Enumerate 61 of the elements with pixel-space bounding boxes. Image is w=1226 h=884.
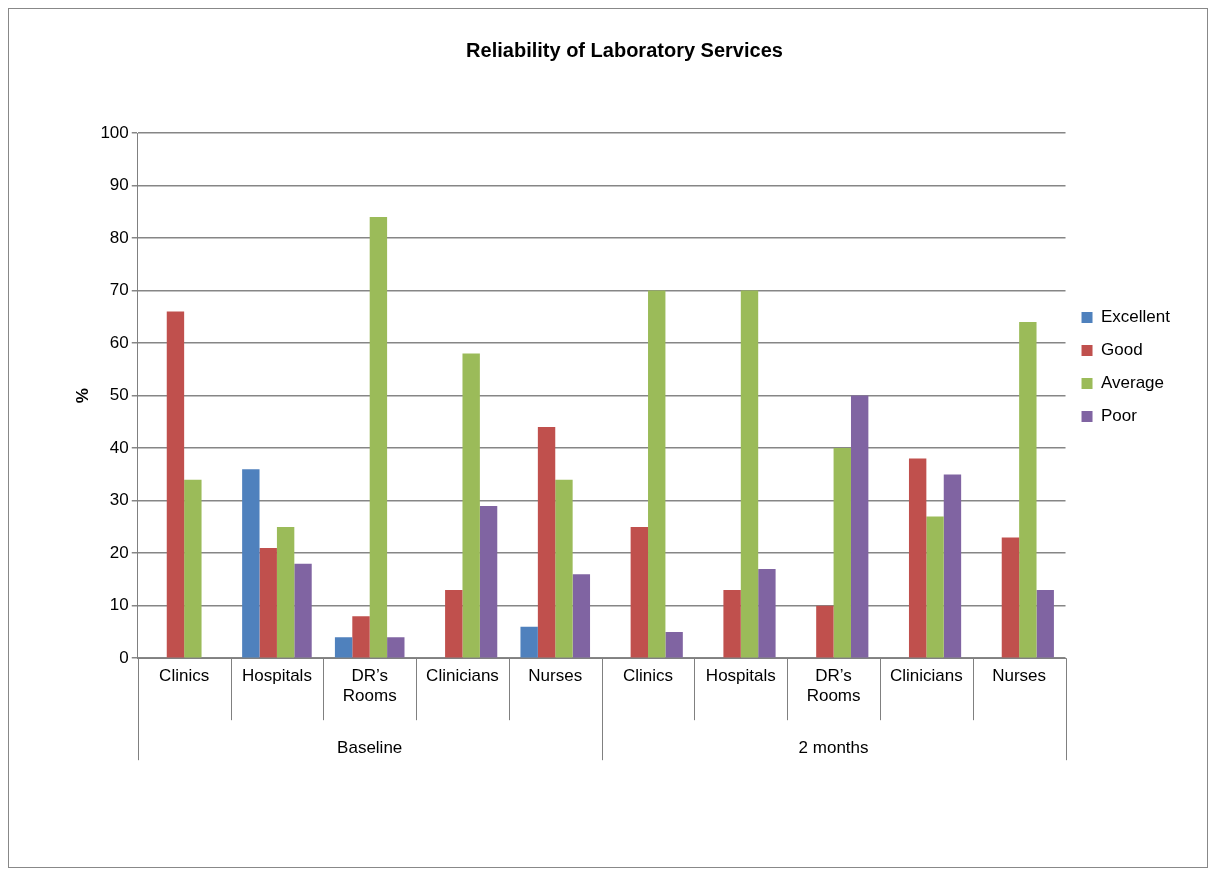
bar — [445, 589, 463, 658]
bar — [1001, 537, 1020, 658]
bar — [1019, 322, 1037, 658]
bar — [908, 458, 927, 658]
y-tick-label: 90 — [109, 175, 129, 195]
x-tick-label: Clinics — [623, 666, 674, 686]
bar — [1036, 589, 1054, 658]
y-tick-label: 30 — [109, 490, 129, 510]
text: Baseline — [337, 737, 403, 757]
x-tick-label: Hospitals — [241, 666, 312, 686]
y-tick-label: 0 — [119, 647, 129, 667]
bar — [276, 526, 295, 658]
y-tick-label: 60 — [109, 332, 129, 352]
bar — [520, 626, 538, 658]
x-tick-label: DR’s Rooms — [342, 666, 397, 706]
bar — [334, 637, 353, 658]
text: 2 months — [798, 737, 869, 757]
y-tick-label: 70 — [109, 280, 129, 300]
bar — [184, 479, 202, 658]
bar — [723, 589, 741, 658]
bar — [479, 505, 498, 658]
bar — [665, 631, 683, 658]
bar — [943, 474, 962, 658]
bar — [648, 290, 666, 658]
chart-title: Reliability of Laboratory Services — [466, 38, 783, 61]
y-tick-label: 50 — [109, 385, 129, 405]
bar — [758, 568, 776, 658]
bar — [630, 526, 649, 658]
bar — [294, 563, 312, 658]
bar — [259, 547, 277, 658]
y-tick-label: 10 — [109, 595, 129, 615]
bar — [462, 353, 480, 658]
x-tick-label: Clinicians — [889, 666, 963, 686]
x-tick-label: DR’s Rooms — [806, 666, 861, 706]
bar — [369, 217, 388, 658]
legend-label: Average — [1101, 373, 1165, 393]
bar — [816, 605, 834, 658]
bar — [850, 395, 869, 658]
x-tick-label: Nurses — [528, 666, 583, 686]
bar — [555, 479, 573, 658]
x-tick-label: Nurses — [992, 666, 1047, 686]
bar — [926, 516, 944, 658]
bar — [242, 469, 260, 658]
y-axis-title: % — [72, 388, 92, 404]
bar — [352, 616, 370, 658]
x-tick-label: Hospitals — [705, 666, 776, 686]
bar — [166, 311, 185, 658]
y-tick-label: 20 — [109, 542, 129, 562]
y-tick-label: 80 — [109, 227, 129, 247]
bar — [740, 290, 759, 658]
y-tick-label: 100 — [100, 122, 129, 142]
bar — [537, 427, 556, 658]
x-tick-label: Clinics — [159, 666, 210, 686]
x-tick-label: Clinicians — [426, 666, 499, 686]
bar — [387, 637, 405, 658]
legend-label: Poor — [1101, 406, 1138, 426]
legend-label: Good — [1101, 340, 1143, 360]
bar — [572, 574, 591, 658]
y-tick-label: 40 — [109, 437, 129, 457]
bar — [833, 448, 851, 658]
legend-label: Excellent — [1101, 307, 1171, 327]
